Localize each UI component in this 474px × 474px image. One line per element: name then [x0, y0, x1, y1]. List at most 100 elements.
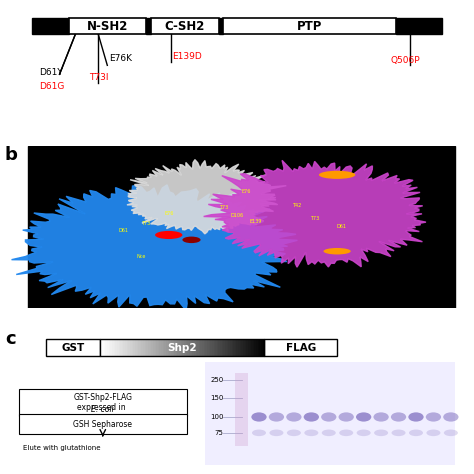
Bar — [241, 339, 243, 356]
Text: D61G: D61G — [39, 82, 64, 91]
Text: T73: T73 — [310, 216, 319, 221]
Bar — [140, 339, 141, 356]
Bar — [237, 339, 238, 356]
Bar — [176, 339, 177, 356]
Text: Q506P: Q506P — [391, 56, 420, 65]
Polygon shape — [204, 160, 426, 267]
Bar — [148, 339, 150, 356]
Bar — [117, 339, 118, 356]
Text: T42: T42 — [292, 203, 301, 208]
Bar — [182, 339, 184, 356]
Text: C-SH2: C-SH2 — [164, 20, 205, 33]
Bar — [256, 339, 258, 356]
Ellipse shape — [427, 429, 440, 436]
Ellipse shape — [269, 429, 283, 436]
Bar — [118, 339, 120, 356]
Bar — [107, 339, 109, 356]
Ellipse shape — [444, 429, 458, 436]
Text: 100: 100 — [210, 414, 223, 420]
Bar — [205, 339, 207, 356]
Bar — [258, 339, 259, 356]
Polygon shape — [127, 160, 286, 234]
Text: E76: E76 — [241, 189, 251, 193]
Bar — [189, 339, 191, 356]
Ellipse shape — [374, 429, 388, 436]
Bar — [219, 339, 220, 356]
Text: GST: GST — [62, 343, 85, 353]
Bar — [145, 339, 146, 356]
Bar — [243, 339, 245, 356]
Text: D61Y: D61Y — [39, 68, 63, 77]
Bar — [245, 339, 246, 356]
Bar — [179, 339, 181, 356]
Bar — [199, 339, 201, 356]
Bar — [210, 339, 212, 356]
Bar — [225, 339, 227, 356]
Bar — [127, 339, 128, 356]
Ellipse shape — [322, 429, 336, 436]
Ellipse shape — [319, 171, 356, 179]
Bar — [110, 339, 112, 356]
Bar — [264, 339, 337, 356]
Text: c: c — [5, 330, 16, 348]
Ellipse shape — [182, 237, 201, 243]
Bar — [168, 339, 169, 356]
Ellipse shape — [155, 231, 182, 239]
Bar — [194, 339, 195, 356]
Ellipse shape — [391, 412, 406, 421]
Ellipse shape — [409, 429, 423, 436]
Bar — [128, 339, 130, 356]
Bar — [174, 339, 176, 356]
Bar — [202, 339, 204, 356]
Bar — [235, 339, 237, 356]
Text: PTP: PTP — [297, 20, 322, 33]
Text: 250: 250 — [210, 377, 223, 383]
Bar — [109, 339, 110, 356]
Bar — [253, 339, 255, 356]
Ellipse shape — [408, 412, 424, 421]
Bar — [192, 339, 194, 356]
Text: 75: 75 — [214, 430, 223, 436]
Ellipse shape — [338, 412, 354, 421]
Ellipse shape — [251, 412, 267, 421]
Bar — [227, 339, 228, 356]
Ellipse shape — [374, 412, 389, 421]
Bar — [100, 339, 264, 356]
Bar — [135, 339, 137, 356]
Bar — [187, 339, 189, 356]
Bar — [197, 339, 199, 356]
Bar — [114, 339, 115, 356]
Bar — [217, 339, 219, 356]
Bar — [112, 339, 114, 356]
Text: E139D: E139D — [173, 52, 202, 61]
Text: Nce: Nce — [137, 254, 146, 259]
Bar — [120, 339, 122, 356]
Bar — [115, 339, 117, 356]
Text: E. coli: E. coli — [91, 405, 114, 413]
Bar — [151, 339, 153, 356]
Ellipse shape — [304, 412, 319, 421]
Bar — [223, 339, 225, 356]
FancyBboxPatch shape — [18, 389, 187, 416]
Bar — [220, 339, 222, 356]
Text: GST-Shp2-FLAG
expressed in: GST-Shp2-FLAG expressed in — [73, 393, 132, 412]
Bar — [130, 339, 132, 356]
Bar — [138, 339, 140, 356]
Bar — [204, 339, 205, 356]
Bar — [207, 339, 209, 356]
Text: T73: T73 — [219, 205, 228, 210]
Bar — [251, 339, 253, 356]
Bar — [166, 339, 168, 356]
Ellipse shape — [392, 429, 406, 436]
Text: b: b — [5, 146, 18, 164]
Bar — [141, 339, 143, 356]
Bar — [263, 339, 264, 356]
Bar — [249, 339, 251, 356]
Text: Shp2: Shp2 — [168, 343, 197, 353]
Bar — [233, 339, 235, 356]
Text: FLAG: FLAG — [285, 343, 316, 353]
Bar — [69, 18, 146, 34]
Bar — [137, 339, 138, 356]
Bar — [213, 339, 215, 356]
Bar — [212, 339, 213, 356]
